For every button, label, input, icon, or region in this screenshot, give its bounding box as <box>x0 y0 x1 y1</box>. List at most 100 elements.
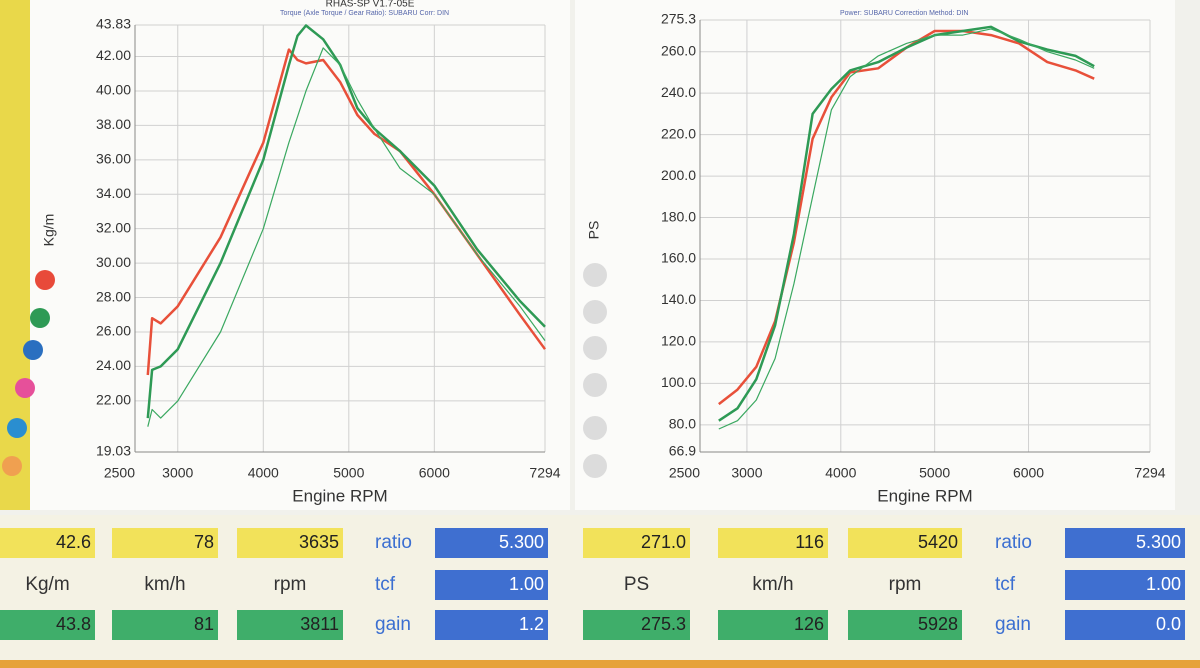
ratio-value: 5.300 <box>499 532 544 552</box>
y-tick-label: 40.00 <box>96 82 131 98</box>
unit-label: rpm <box>889 574 922 595</box>
peak-box <box>112 610 218 640</box>
current-value: 116 <box>795 532 824 552</box>
y-axis-label: Kg/m <box>41 214 57 247</box>
y-axis-label: PS <box>586 221 602 240</box>
x-tick-label: 3000 <box>162 465 193 481</box>
y-tick-label: 260.0 <box>661 42 696 58</box>
unit-label: PS <box>624 574 649 595</box>
x-tick-label: 6000 <box>419 465 450 481</box>
current-value: 5420 <box>918 532 958 552</box>
unit-label: km/h <box>144 574 185 595</box>
legend-dot[interactable] <box>7 418 27 438</box>
current-value: 3635 <box>299 532 339 552</box>
legend-dot[interactable] <box>2 456 22 476</box>
x-tick-label: 7294 <box>529 465 560 481</box>
y-tick-label: 200.0 <box>661 167 696 183</box>
y-tick-label: 80.0 <box>669 416 696 432</box>
x-axis-label: Engine RPM <box>877 486 972 505</box>
current-box <box>718 528 828 558</box>
ratio-label: ratio <box>995 532 1032 553</box>
y-tick-label: 120.0 <box>661 333 696 349</box>
current-value: 271.0 <box>641 532 686 552</box>
left-panel <box>30 0 570 510</box>
x-tick-label: 7294 <box>1134 465 1165 481</box>
y-tick-label: 240.0 <box>661 84 696 100</box>
current-box <box>583 528 690 558</box>
peak-box <box>848 610 962 640</box>
legend-dot[interactable] <box>35 270 55 290</box>
gain-label: gain <box>375 614 411 635</box>
y-tick-label: 100.0 <box>661 374 696 390</box>
chart-subtitle: Power: SUBARU Correction Method: DIN <box>840 10 968 17</box>
line-series <box>718 25 1095 422</box>
ratio-box <box>1065 528 1185 558</box>
line-series <box>718 29 1095 406</box>
current-box <box>237 528 343 558</box>
ratio-value: 5.300 <box>1136 532 1181 552</box>
legend-dot[interactable] <box>583 454 607 478</box>
gain-box <box>1065 610 1185 640</box>
x-tick-label: 4000 <box>825 465 856 481</box>
current-box <box>112 528 218 558</box>
y-tick-label: 38.00 <box>96 116 131 132</box>
legend-dot[interactable] <box>23 340 43 360</box>
legend-dot[interactable] <box>15 378 35 398</box>
legend-dot[interactable] <box>583 336 607 360</box>
tcf-value: 1.00 <box>1146 574 1181 594</box>
bottom-edge <box>0 660 1200 668</box>
y-tick-label: 275.3 <box>661 11 696 27</box>
tcf-box <box>1065 570 1185 600</box>
x-tick-label: 5000 <box>333 465 364 481</box>
line-series <box>718 28 1095 430</box>
legend-dot[interactable] <box>583 263 607 287</box>
peak-value: 275.3 <box>641 614 686 634</box>
peak-value: 5928 <box>918 614 958 634</box>
ratio-box <box>435 528 548 558</box>
gain-label: gain <box>995 614 1031 635</box>
gain-value: 1.2 <box>519 614 544 634</box>
legend-dots <box>2 263 607 478</box>
peak-box <box>583 610 690 640</box>
peak-box <box>0 610 95 640</box>
y-tick-label: 34.00 <box>96 185 131 201</box>
peak-box <box>718 610 828 640</box>
peak-value: 3811 <box>300 614 339 634</box>
tcf-label: tcf <box>995 574 1016 595</box>
peak-value: 126 <box>794 614 824 634</box>
y-tick-label: 32.00 <box>96 219 131 235</box>
unit-label: rpm <box>274 574 307 595</box>
tcf-label: tcf <box>375 574 396 595</box>
line-series <box>147 47 546 427</box>
tcf-value: 1.00 <box>509 574 544 594</box>
legend-dot[interactable] <box>583 416 607 440</box>
current-box <box>848 528 962 558</box>
x-axis-label: Engine RPM <box>292 486 387 505</box>
y-tick-label: 36.00 <box>96 151 131 167</box>
legend-dot[interactable] <box>583 373 607 397</box>
chart-subtitle: Torque (Axle Torque / Gear Ratio): SUBAR… <box>280 10 449 17</box>
x-tick-label: 3000 <box>731 465 762 481</box>
ratio-label: ratio <box>375 532 412 553</box>
current-box <box>0 528 95 558</box>
line-series <box>146 24 546 419</box>
chart-title: RHAS-SP V1.7-05E <box>326 0 415 10</box>
y-tick-label: 160.0 <box>661 250 696 266</box>
current-value: 42.6 <box>56 532 91 552</box>
y-tick-label: 26.00 <box>96 323 131 339</box>
peak-box <box>237 610 343 640</box>
x-tick-label: 2500 <box>104 465 135 481</box>
y-tick-label: 180.0 <box>661 208 696 224</box>
unit-label: Kg/m <box>25 574 69 595</box>
legend-dot[interactable] <box>30 308 50 328</box>
gain-value: 0.0 <box>1156 614 1181 634</box>
peak-value: 81 <box>194 614 214 634</box>
x-tick-label: 6000 <box>1013 465 1044 481</box>
y-tick-label: 43.83 <box>96 16 131 32</box>
y-tick-label: 220.0 <box>661 125 696 141</box>
y-tick-label: 30.00 <box>96 254 131 270</box>
unit-label: km/h <box>752 574 793 595</box>
tcf-box <box>435 570 548 600</box>
legend-dot[interactable] <box>583 300 607 324</box>
